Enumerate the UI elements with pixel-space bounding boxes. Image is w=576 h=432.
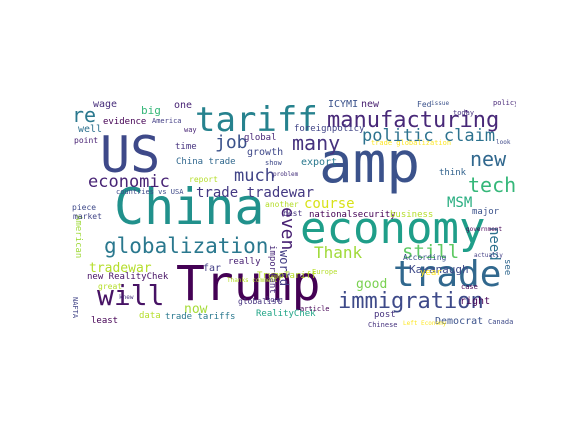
word-far: far bbox=[203, 263, 222, 274]
word-new-realitychek: new RealityChek bbox=[87, 272, 169, 282]
word-report: report bbox=[189, 175, 218, 184]
word-wage: wage bbox=[93, 99, 118, 110]
word-least: least bbox=[91, 316, 119, 326]
word-trade-tariffs: trade tariffs bbox=[165, 312, 236, 322]
word-today: today bbox=[453, 109, 475, 117]
word-foreignpolicy: foreignpolicy bbox=[294, 124, 365, 134]
word-cloud: amp China economy Trump US tariff trade … bbox=[68, 97, 516, 328]
word-trump: Trump bbox=[176, 256, 321, 312]
word-trade-globalization: trade globalization bbox=[371, 139, 452, 147]
word-still: still bbox=[402, 241, 460, 263]
word-american: American bbox=[73, 215, 83, 259]
word-icymi: ICYMI bbox=[328, 99, 359, 110]
word-time: time bbox=[175, 142, 197, 152]
word-china-trade: China trade bbox=[176, 157, 236, 167]
word-right: right bbox=[460, 296, 491, 307]
word-market: market bbox=[73, 212, 102, 221]
word-chinese: Chinese bbox=[368, 321, 398, 329]
word-globalist: globalist bbox=[238, 297, 282, 306]
word-immigration: immigration bbox=[338, 289, 484, 314]
word-evidence: evidence bbox=[103, 117, 147, 127]
word-thank: Thank bbox=[314, 243, 363, 262]
word-trade-tradewar: trade tradewar bbox=[196, 185, 315, 201]
word-year: year bbox=[420, 268, 442, 278]
word-business: business bbox=[390, 210, 434, 220]
word-trade: trade bbox=[393, 254, 502, 295]
word-post: post bbox=[374, 310, 396, 320]
word-another: another bbox=[265, 200, 299, 209]
word-piece: piece bbox=[72, 203, 97, 212]
word-globalization: globalization bbox=[104, 234, 269, 258]
word-long: long bbox=[266, 296, 283, 304]
word-tech: tech bbox=[468, 173, 516, 197]
word-economy: economy bbox=[300, 203, 486, 254]
word-think: think bbox=[439, 168, 467, 178]
word-big: big bbox=[141, 104, 161, 117]
word-amp: amp bbox=[319, 131, 421, 196]
word-us: US bbox=[100, 126, 161, 184]
word-now: now bbox=[184, 302, 208, 317]
word-tradewar: tradewar bbox=[89, 261, 152, 276]
word-problem: problem bbox=[273, 171, 299, 178]
word-america: America bbox=[152, 117, 182, 125]
word-well: well bbox=[78, 124, 103, 135]
word-re: re bbox=[72, 103, 97, 127]
word-job: job bbox=[215, 132, 248, 153]
word-left-economy: Left Economy bbox=[403, 320, 447, 327]
word-economic: economic bbox=[88, 172, 170, 192]
word-way: way bbox=[184, 126, 197, 134]
word-much: much bbox=[234, 166, 275, 186]
word-global: global bbox=[244, 133, 277, 143]
word-democrat: Democrat bbox=[435, 316, 484, 327]
word-major: major bbox=[472, 207, 500, 217]
word-manufacturing: manufacturing bbox=[327, 108, 500, 133]
word-many: many bbox=[292, 131, 341, 155]
word-really: really bbox=[228, 257, 261, 267]
word-export: export bbox=[301, 157, 338, 168]
word-great: great bbox=[98, 282, 123, 291]
word-case: case bbox=[461, 283, 478, 291]
word-new-small: new bbox=[361, 99, 380, 110]
word-nafta: NAFTA bbox=[71, 297, 79, 319]
word-article: article bbox=[300, 305, 330, 313]
word-politic-claim: politic claim bbox=[362, 126, 496, 146]
word-important: important bbox=[267, 245, 277, 294]
word-data: data bbox=[139, 311, 161, 321]
word-kavanaugh: Kavanaugh bbox=[409, 263, 469, 276]
word-actually: actually bbox=[474, 252, 503, 259]
word-policy: policy bbox=[493, 99, 516, 107]
word-knew: knew bbox=[119, 294, 134, 301]
word-china: China bbox=[114, 178, 265, 236]
word-realitychek: RealityChek bbox=[256, 309, 316, 319]
word-show: show bbox=[265, 159, 282, 167]
word-new: new bbox=[470, 147, 507, 171]
word-tariff: tariff bbox=[195, 100, 318, 140]
word-fed: Fed bbox=[417, 100, 432, 109]
word-best: best bbox=[283, 209, 303, 218]
word-europe: Europe bbox=[312, 268, 338, 276]
word-countries-vs-usa: countries vs USA bbox=[116, 188, 184, 196]
word-point: point bbox=[74, 136, 99, 145]
word-growth: growth bbox=[247, 147, 284, 158]
word-see: see bbox=[502, 259, 512, 276]
word-look: look bbox=[496, 139, 511, 146]
word-msm: MSM bbox=[447, 195, 473, 211]
word-issue: issue bbox=[431, 100, 450, 107]
word-good: good bbox=[356, 277, 388, 292]
word-government: government bbox=[466, 226, 503, 233]
word-thanks-comment: Thanks comment bbox=[227, 277, 278, 284]
word-canada: Canada bbox=[488, 318, 514, 326]
word-will: will bbox=[97, 279, 165, 312]
word-according: According bbox=[403, 253, 447, 262]
word-one: one bbox=[174, 100, 193, 111]
word-trumptariff: TrumpTariff bbox=[257, 271, 317, 281]
word-nationalsecurity: nationalsecurity bbox=[309, 210, 396, 220]
word-course: course bbox=[304, 196, 355, 212]
